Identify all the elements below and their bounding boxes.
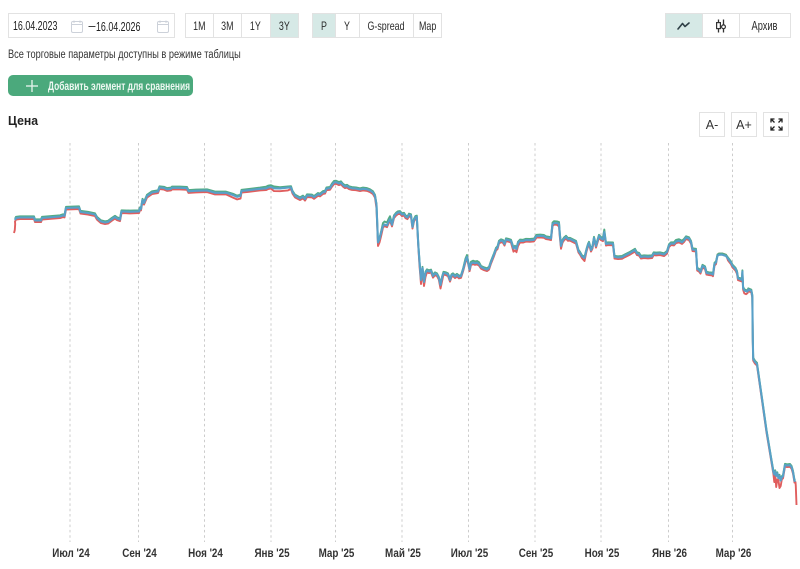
svg-text:Янв '25: Янв '25: [254, 547, 289, 560]
svg-text:Янв '26: Янв '26: [652, 547, 687, 560]
svg-text:Сен '25: Сен '25: [519, 547, 554, 560]
svg-text:Сен '24: Сен '24: [122, 547, 157, 560]
svg-text:Ноя '25: Ноя '25: [585, 547, 620, 560]
svg-text:Май '25: Май '25: [385, 547, 421, 560]
svg-text:Мар '26: Мар '26: [716, 547, 752, 560]
svg-text:Ноя '24: Ноя '24: [188, 547, 224, 560]
svg-text:Мар '25: Мар '25: [319, 547, 355, 560]
svg-text:Июл '25: Июл '25: [451, 547, 488, 560]
svg-text:Июл '24: Июл '24: [52, 547, 90, 560]
